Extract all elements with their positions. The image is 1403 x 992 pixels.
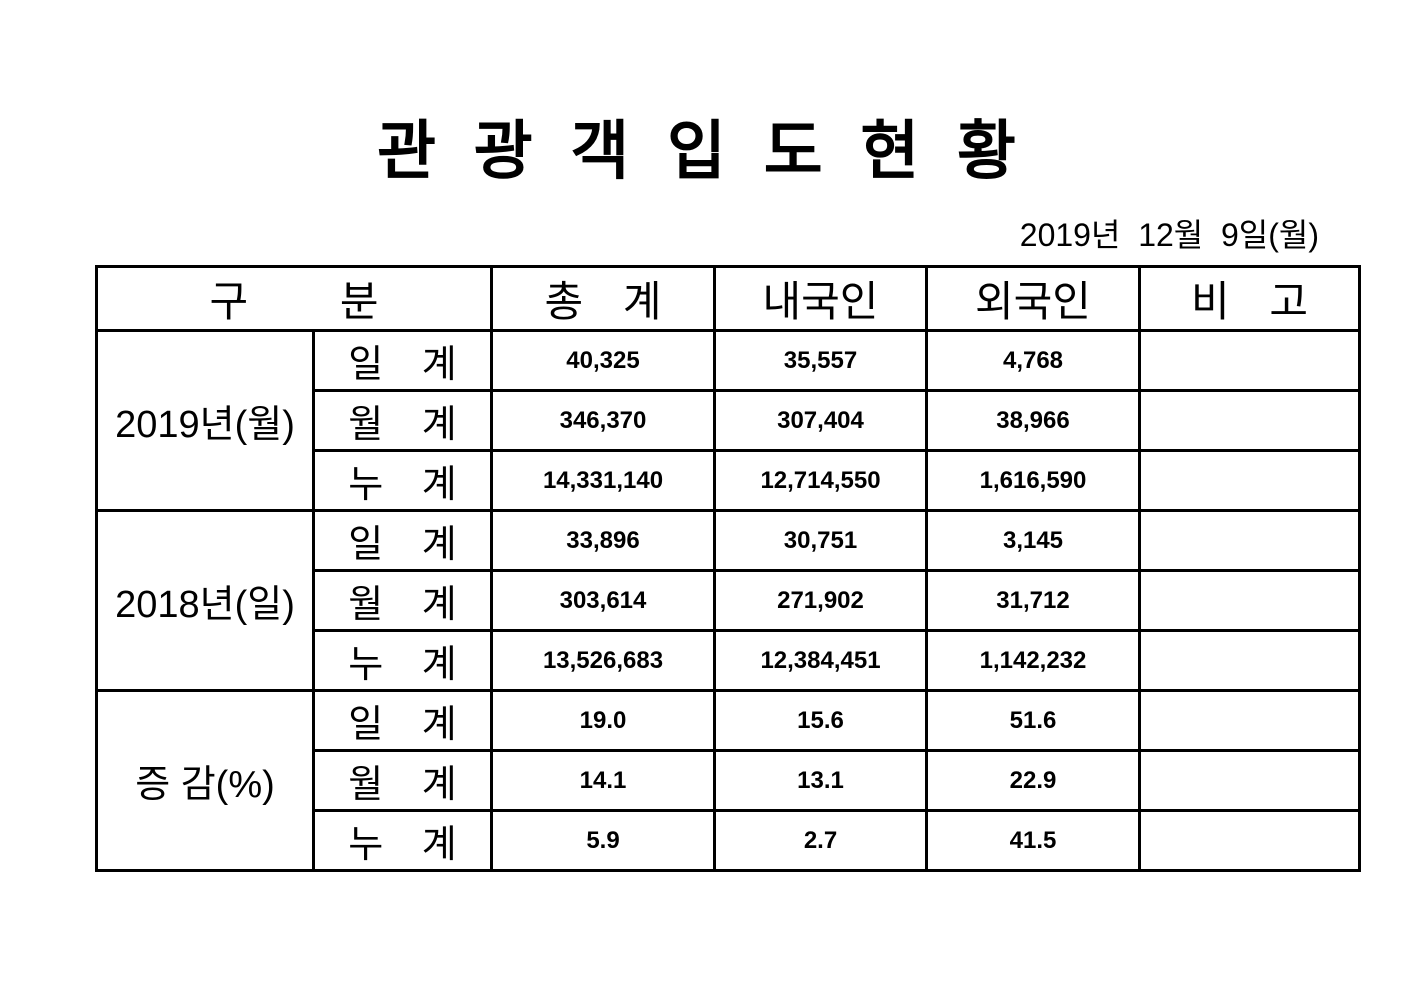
cell-total: 14,331,140 [490,449,716,512]
cell-foreign: 51.6 [925,689,1141,752]
col-header-remarks: 비 고 [1138,265,1361,332]
cell-remarks [1138,689,1361,752]
table-row: 2018년(일) 일 계 33,896 30,751 3,145 [95,509,1361,692]
row-label-daily: 일 계 [312,329,493,392]
cell-remarks [1138,629,1361,692]
cell-domestic: 15.6 [713,689,928,752]
table-row: 증 감(%) 일 계 19.0 15.6 51.6 [95,689,1361,872]
cell-domestic: 307,404 [713,389,928,452]
cell-total: 19.0 [490,689,716,752]
table-row: 월 계 303,614 271,902 31,712 [97,569,1361,632]
row-label-monthly: 월 계 [312,749,493,812]
cell-remarks [1138,569,1361,632]
cell-total: 303,614 [490,569,716,632]
cell-domestic: 35,557 [713,329,928,392]
col-header-total: 총 계 [490,265,716,332]
table-row: 누 계 5.9 2.7 41.5 [97,809,1361,872]
cell-foreign: 38,966 [925,389,1141,452]
cell-domestic: 13.1 [713,749,928,812]
group-label-2018: 2018년(일) [95,509,315,692]
cell-foreign: 3,145 [925,509,1141,572]
row-label-cumulative: 누 계 [312,449,493,512]
cell-foreign: 41.5 [925,809,1141,872]
col-header-foreign: 외국인 [925,265,1141,332]
cell-remarks [1138,389,1361,452]
cell-foreign: 1,142,232 [925,629,1141,692]
page-title: 관 광 객 입 도 현 황 [377,115,1026,187]
cell-domestic: 271,902 [713,569,928,632]
cell-domestic: 12,384,451 [713,629,928,692]
table-row: 누 계 14,331,140 12,714,550 1,616,590 [97,449,1361,512]
col-header-domestic: 내국인 [713,265,928,332]
row-label-daily: 일 계 [312,689,493,752]
report-date: 2019년 12월 9일(월) [1019,217,1319,253]
cell-foreign: 1,616,590 [925,449,1141,512]
cell-remarks [1138,749,1361,812]
cell-remarks [1138,449,1361,512]
cell-remarks [1138,509,1361,572]
cell-remarks [1138,809,1361,872]
row-label-monthly: 월 계 [312,569,493,632]
cell-foreign: 22.9 [925,749,1141,812]
cell-total: 14.1 [490,749,716,812]
table-row: 월 계 346,370 307,404 38,966 [97,389,1361,452]
cell-total: 13,526,683 [490,629,716,692]
group-label-2019: 2019년(월) [95,329,315,512]
cell-foreign: 31,712 [925,569,1141,632]
cell-domestic: 12,714,550 [713,449,928,512]
table-header-row: 구 분 총 계 내국인 외국인 비 고 [95,265,1361,332]
row-label-cumulative: 누 계 [312,809,493,872]
cell-remarks [1138,329,1361,392]
table-row: 누 계 13,526,683 12,384,451 1,142,232 [97,629,1361,692]
tourist-arrival-table: 구 분 총 계 내국인 외국인 비 고 2019년(월) 일 계 40,325 … [95,265,1361,872]
cell-domestic: 2.7 [713,809,928,872]
cell-domestic: 30,751 [713,509,928,572]
cell-foreign: 4,768 [925,329,1141,392]
row-label-cumulative: 누 계 [312,629,493,692]
row-label-daily: 일 계 [312,509,493,572]
cell-total: 346,370 [490,389,716,452]
group-label-change-pct: 증 감(%) [95,689,315,872]
cell-total: 33,896 [490,509,716,572]
cell-total: 5.9 [490,809,716,872]
table-row: 월 계 14.1 13.1 22.9 [97,749,1361,812]
table-row: 2019년(월) 일 계 40,325 35,557 4,768 [95,329,1361,512]
row-label-monthly: 월 계 [312,389,493,452]
cell-total: 40,325 [490,329,716,392]
col-header-category: 구 분 [95,265,493,332]
